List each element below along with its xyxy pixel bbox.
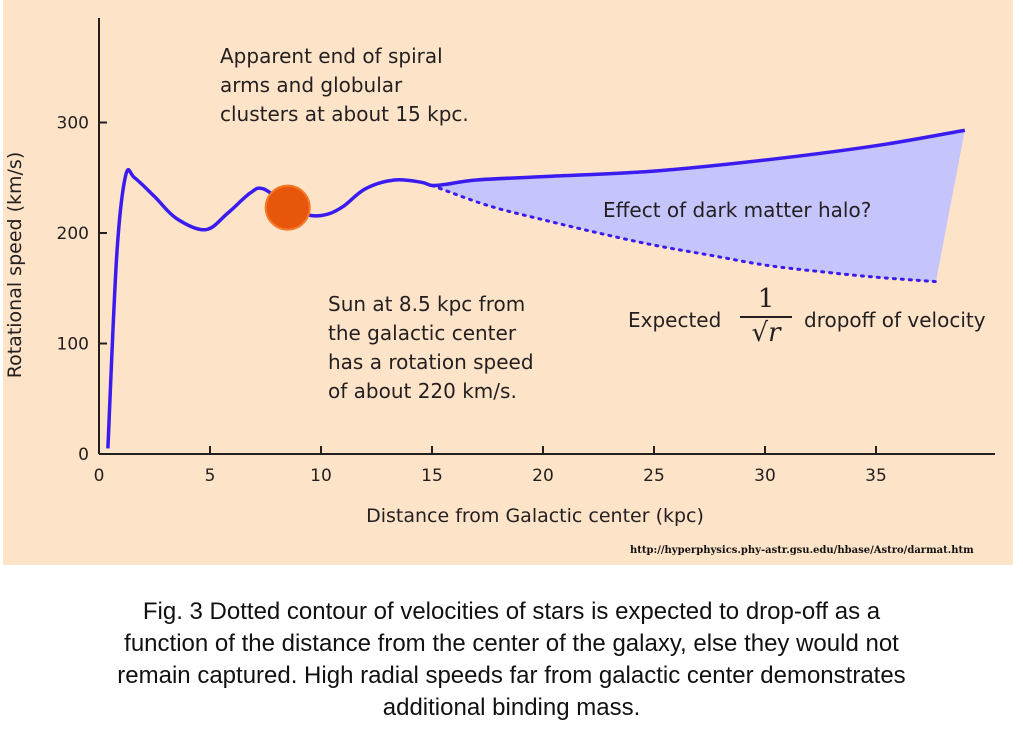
y-tick-label: 0: [78, 445, 89, 465]
x-tick-label: 25: [643, 466, 665, 486]
caption-line: function of the distance from the center…: [124, 630, 899, 657]
rotation-curve-chart: 0 5 10 15 20 25 30 35 0 100 200 300 Distance from Ga…: [4, 18, 995, 527]
y-tick-label: 100: [57, 335, 89, 355]
x-axis-label: Distance from Galactic center (kpc): [366, 505, 704, 527]
annotation-line: the galactic center: [328, 321, 517, 345]
formula-denominator: √r: [751, 318, 781, 348]
expected-dropoff-line: [430, 183, 938, 284]
figure-caption: Fig. 3 Dotted contour of velocities of s…: [0, 596, 1023, 724]
annotation-spiral-arms: Apparent end of spiral arms and globular…: [220, 42, 469, 129]
x-tick-label: 0: [94, 466, 105, 486]
caption-line: remain captured. High radial speeds far …: [117, 662, 906, 689]
x-tick-label: 20: [532, 466, 554, 486]
annotation-expected: Expected: [628, 308, 722, 332]
annotation-line: Sun at 8.5 kpc from: [328, 292, 526, 316]
observed-rotation-curve: [106, 128, 966, 449]
sun-marker: [264, 184, 311, 231]
x-tick-label: 15: [421, 466, 443, 486]
annotation-dropoff: dropoff of velocity: [804, 308, 986, 332]
y-tick-label: 200: [57, 224, 89, 244]
y-tick-label: 300: [57, 114, 89, 134]
y-axis-label: Rotational speed (km/s): [4, 152, 26, 379]
caption-line: Fig. 3 Dotted contour of velocities of s…: [142, 598, 881, 625]
x-tick-label: 10: [310, 466, 332, 486]
annotation-line: arms and globular: [220, 73, 403, 97]
inverse-sqrt-formula: 1 √r: [740, 284, 792, 348]
formula-numerator: 1: [740, 284, 792, 318]
annotation-line: clusters at about 15 kpc.: [220, 102, 469, 126]
annotation-line: of about 220 km/s.: [328, 379, 517, 403]
caption-line: additional binding mass.: [382, 694, 641, 721]
x-tick-label: 35: [865, 466, 887, 486]
chart-panel: [3, 0, 1013, 565]
annotation-dark-matter: Effect of dark matter halo?: [603, 198, 872, 222]
dark-matter-fill-area: [432, 130, 965, 282]
x-tick-label: 30: [754, 466, 776, 486]
annotation-line: Apparent end of spiral: [220, 44, 443, 68]
annotation-sun: Sun at 8.5 kpc from the galactic center …: [328, 290, 534, 406]
source-url: http://hyperphysics.phy-astr.gsu.edu/hba…: [630, 545, 974, 556]
annotation-line: has a rotation speed: [328, 350, 534, 374]
x-tick-label: 5: [205, 466, 216, 486]
